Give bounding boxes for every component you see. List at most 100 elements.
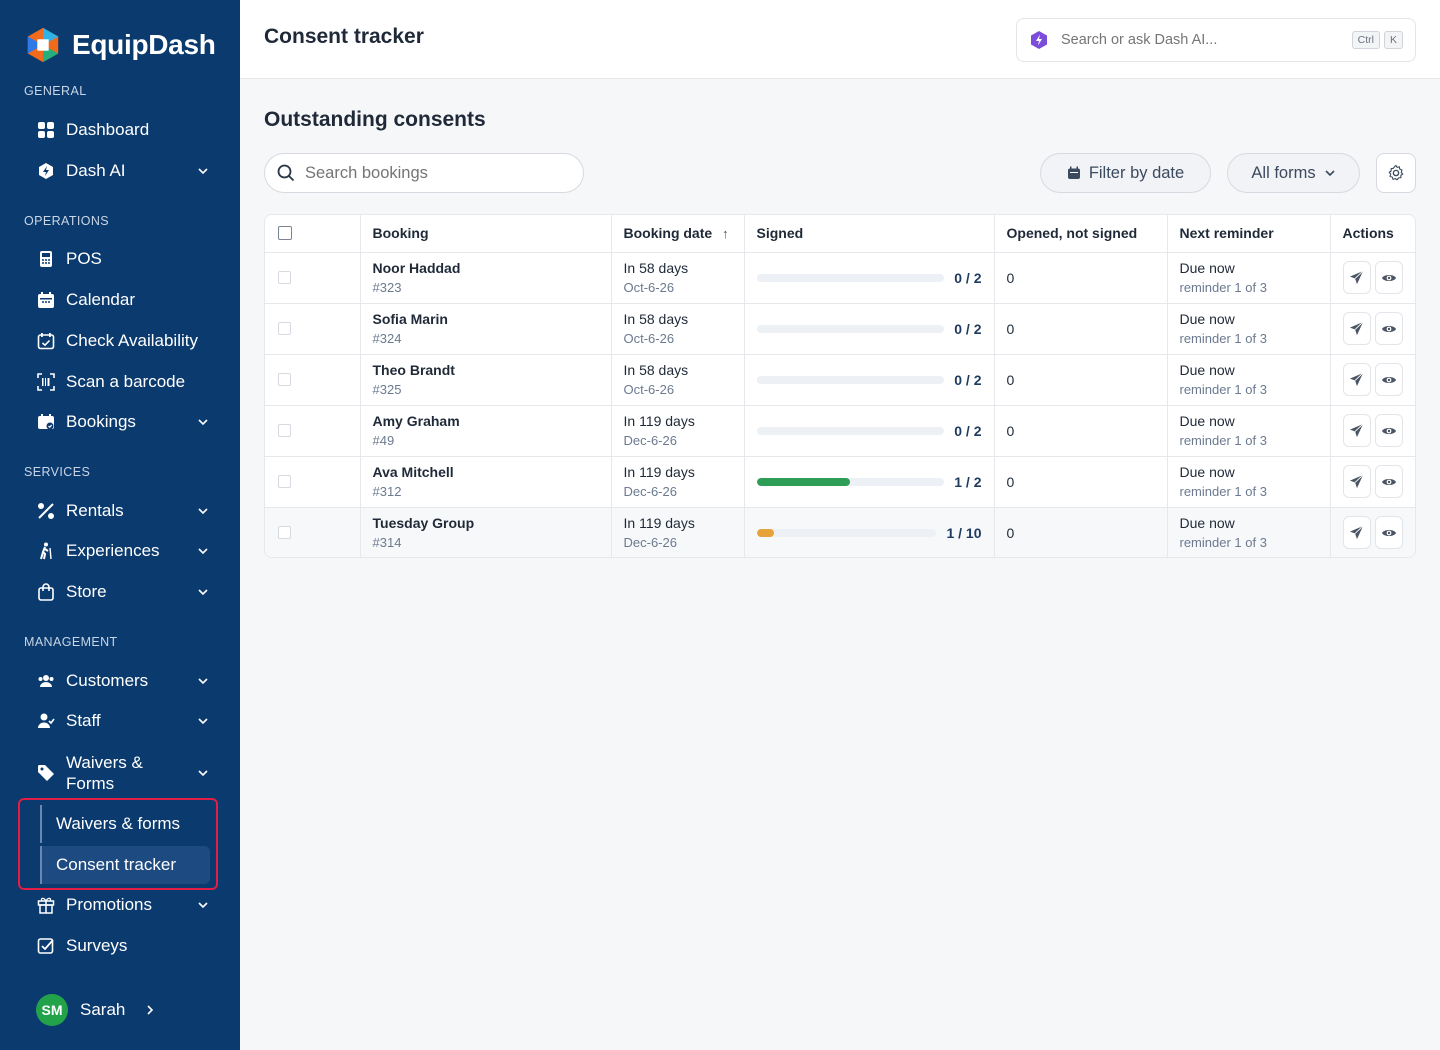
signed-progress-fill <box>756 477 851 486</box>
sidebar-item-rentals[interactable]: Rentals <box>36 494 216 528</box>
select-all-cell <box>265 215 361 253</box>
ai-search-input[interactable] <box>1061 32 1348 48</box>
view-button[interactable] <box>1374 261 1403 294</box>
signed-progress-bar <box>756 375 945 384</box>
search-bookings-input[interactable] <box>305 163 565 183</box>
send-reminder-button[interactable] <box>1342 516 1371 550</box>
reminder-cell: Due now reminder 1 of 3 <box>1167 303 1331 355</box>
row-checkbox[interactable] <box>278 475 291 488</box>
sidebar-item-calendar[interactable]: Calendar <box>36 283 216 317</box>
booking-cell[interactable]: Theo Brandt #325 <box>360 354 612 406</box>
sidebar-item-label: Customers <box>66 671 149 690</box>
chevron-down-icon[interactable] <box>196 164 210 178</box>
send-reminder-button[interactable] <box>1342 414 1371 447</box>
column-header-signed[interactable]: Signed <box>744 215 995 253</box>
booking-cell[interactable]: Sofia Marin #324 <box>360 303 612 355</box>
view-button[interactable] <box>1374 312 1403 345</box>
sidebar-item-dashboard[interactable]: Dashboard <box>36 113 216 147</box>
opened-cell: 0 <box>994 507 1168 557</box>
table-row[interactable]: Sofia Marin #324 In 58 days Oct-6-26 0 /… <box>265 303 1415 355</box>
column-header-booking-date[interactable]: Booking date ↑ <box>611 215 745 253</box>
signed-progress-bar <box>756 426 945 435</box>
chevron-down-icon <box>1325 170 1335 177</box>
sidebar-item-bookings[interactable]: Bookings <box>36 405 216 439</box>
send-reminder-button[interactable] <box>1342 363 1371 396</box>
row-checkbox[interactable] <box>278 373 291 386</box>
chevron-down-icon[interactable] <box>196 714 210 728</box>
sidebar-item-surveys[interactable]: Surveys <box>36 929 216 963</box>
sidebar-item-store[interactable]: Store <box>36 575 216 609</box>
filter-by-date-button[interactable]: Filter by date <box>1040 153 1211 193</box>
sidebar-item-promotions[interactable]: Promotions <box>36 888 216 922</box>
reminder-cell: Due now reminder 1 of 3 <box>1167 405 1331 457</box>
booking-cell[interactable]: Noor Haddad #323 <box>360 252 612 304</box>
sidebar-subitem-waivers-forms[interactable]: Waivers & forms <box>40 805 210 843</box>
booking-cell[interactable]: Ava Mitchell #312 <box>360 456 612 508</box>
chevron-down-icon[interactable] <box>196 674 210 688</box>
view-button[interactable] <box>1374 465 1403 498</box>
section-title: Outstanding consents <box>264 108 486 131</box>
chevron-down-icon[interactable] <box>196 766 210 780</box>
send-reminder-button[interactable] <box>1342 312 1371 345</box>
sidebar-item-label: Experiences <box>66 541 160 560</box>
reminder-count: reminder 1 of 3 <box>1179 330 1267 346</box>
view-button[interactable] <box>1374 414 1403 447</box>
user-name: Sarah <box>80 1000 126 1019</box>
booking-name: Sofia Marin <box>372 310 448 327</box>
signed-cell: 0 / 2 <box>744 405 995 457</box>
table-row[interactable]: Theo Brandt #325 In 58 days Oct-6-26 0 /… <box>265 354 1415 406</box>
table-row[interactable]: Noor Haddad #323 In 58 days Oct-6-26 0 /… <box>265 252 1415 304</box>
app-logo[interactable]: EquipDash <box>24 26 216 64</box>
user-menu[interactable]: SM Sarah <box>36 994 157 1026</box>
sidebar-item-customers[interactable]: Customers <box>36 664 216 698</box>
sidebar-item-scan-barcode[interactable]: Scan a barcode <box>36 365 216 399</box>
column-header-opened[interactable]: Opened, not signed <box>994 215 1168 253</box>
booking-id: #324 <box>372 330 402 346</box>
row-checkbox[interactable] <box>278 526 291 540</box>
view-button[interactable] <box>1374 363 1403 396</box>
signed-progress-bar <box>756 528 937 537</box>
column-header-next-reminder[interactable]: Next reminder <box>1167 215 1331 253</box>
row-checkbox[interactable] <box>278 271 291 284</box>
chevron-down-icon[interactable] <box>196 898 210 912</box>
reminder-count: reminder 1 of 3 <box>1179 432 1267 448</box>
chevron-down-icon[interactable] <box>196 504 210 518</box>
calendar-icon <box>1067 166 1080 179</box>
sidebar-item-experiences[interactable]: Experiences <box>36 534 216 568</box>
chevron-down-icon[interactable] <box>196 585 210 599</box>
forms-select[interactable]: All forms <box>1227 153 1360 193</box>
eye-icon <box>1381 274 1396 281</box>
chevron-down-icon[interactable] <box>196 544 210 558</box>
submenu-highlight <box>18 798 218 890</box>
send-reminder-button[interactable] <box>1342 261 1371 294</box>
eye-icon <box>1381 376 1396 383</box>
sidebar-subitem-consent-tracker[interactable]: Consent tracker <box>40 846 210 884</box>
avatar: SM <box>36 994 68 1026</box>
sidebar-item-waivers-forms[interactable]: Waivers & Forms <box>36 751 216 795</box>
signed-count: 1 / 2 <box>954 473 982 490</box>
opened-count: 0 <box>1006 371 1015 388</box>
table-row[interactable]: Tuesday Group #314 In 119 days Dec-6-26 … <box>265 507 1415 557</box>
send-reminder-button[interactable] <box>1342 465 1371 498</box>
row-checkbox[interactable] <box>278 424 291 437</box>
table-row[interactable]: Amy Graham #49 In 119 days Dec-6-26 0 / … <box>265 405 1415 457</box>
table-row[interactable]: Ava Mitchell #312 In 119 days Dec-6-26 1… <box>265 456 1415 508</box>
table-settings-button[interactable] <box>1376 153 1416 193</box>
checkbox-icon <box>36 936 56 956</box>
booking-date-relative: In 58 days <box>623 361 689 378</box>
booking-cell[interactable]: Amy Graham #49 <box>360 405 612 457</box>
users-icon <box>36 671 56 691</box>
sidebar-item-pos[interactable]: POS <box>36 242 216 276</box>
sidebar-item-check-availability[interactable]: Check Availability <box>36 324 216 358</box>
row-checkbox[interactable] <box>278 322 291 335</box>
sidebar-item-dash-ai[interactable]: Dash AI <box>36 154 216 188</box>
search-bookings-box[interactable] <box>264 153 584 193</box>
booking-cell[interactable]: Tuesday Group #314 <box>360 507 612 557</box>
view-button[interactable] <box>1374 516 1403 550</box>
ai-search-box[interactable]: Ctrl K <box>1016 18 1416 62</box>
column-header-booking[interactable]: Booking <box>360 215 612 253</box>
chevron-down-icon[interactable] <box>196 415 210 429</box>
select-all-checkbox[interactable] <box>278 226 292 241</box>
sidebar-item-staff[interactable]: Staff <box>36 704 216 738</box>
reminder-cell: Due now reminder 1 of 3 <box>1167 507 1331 557</box>
